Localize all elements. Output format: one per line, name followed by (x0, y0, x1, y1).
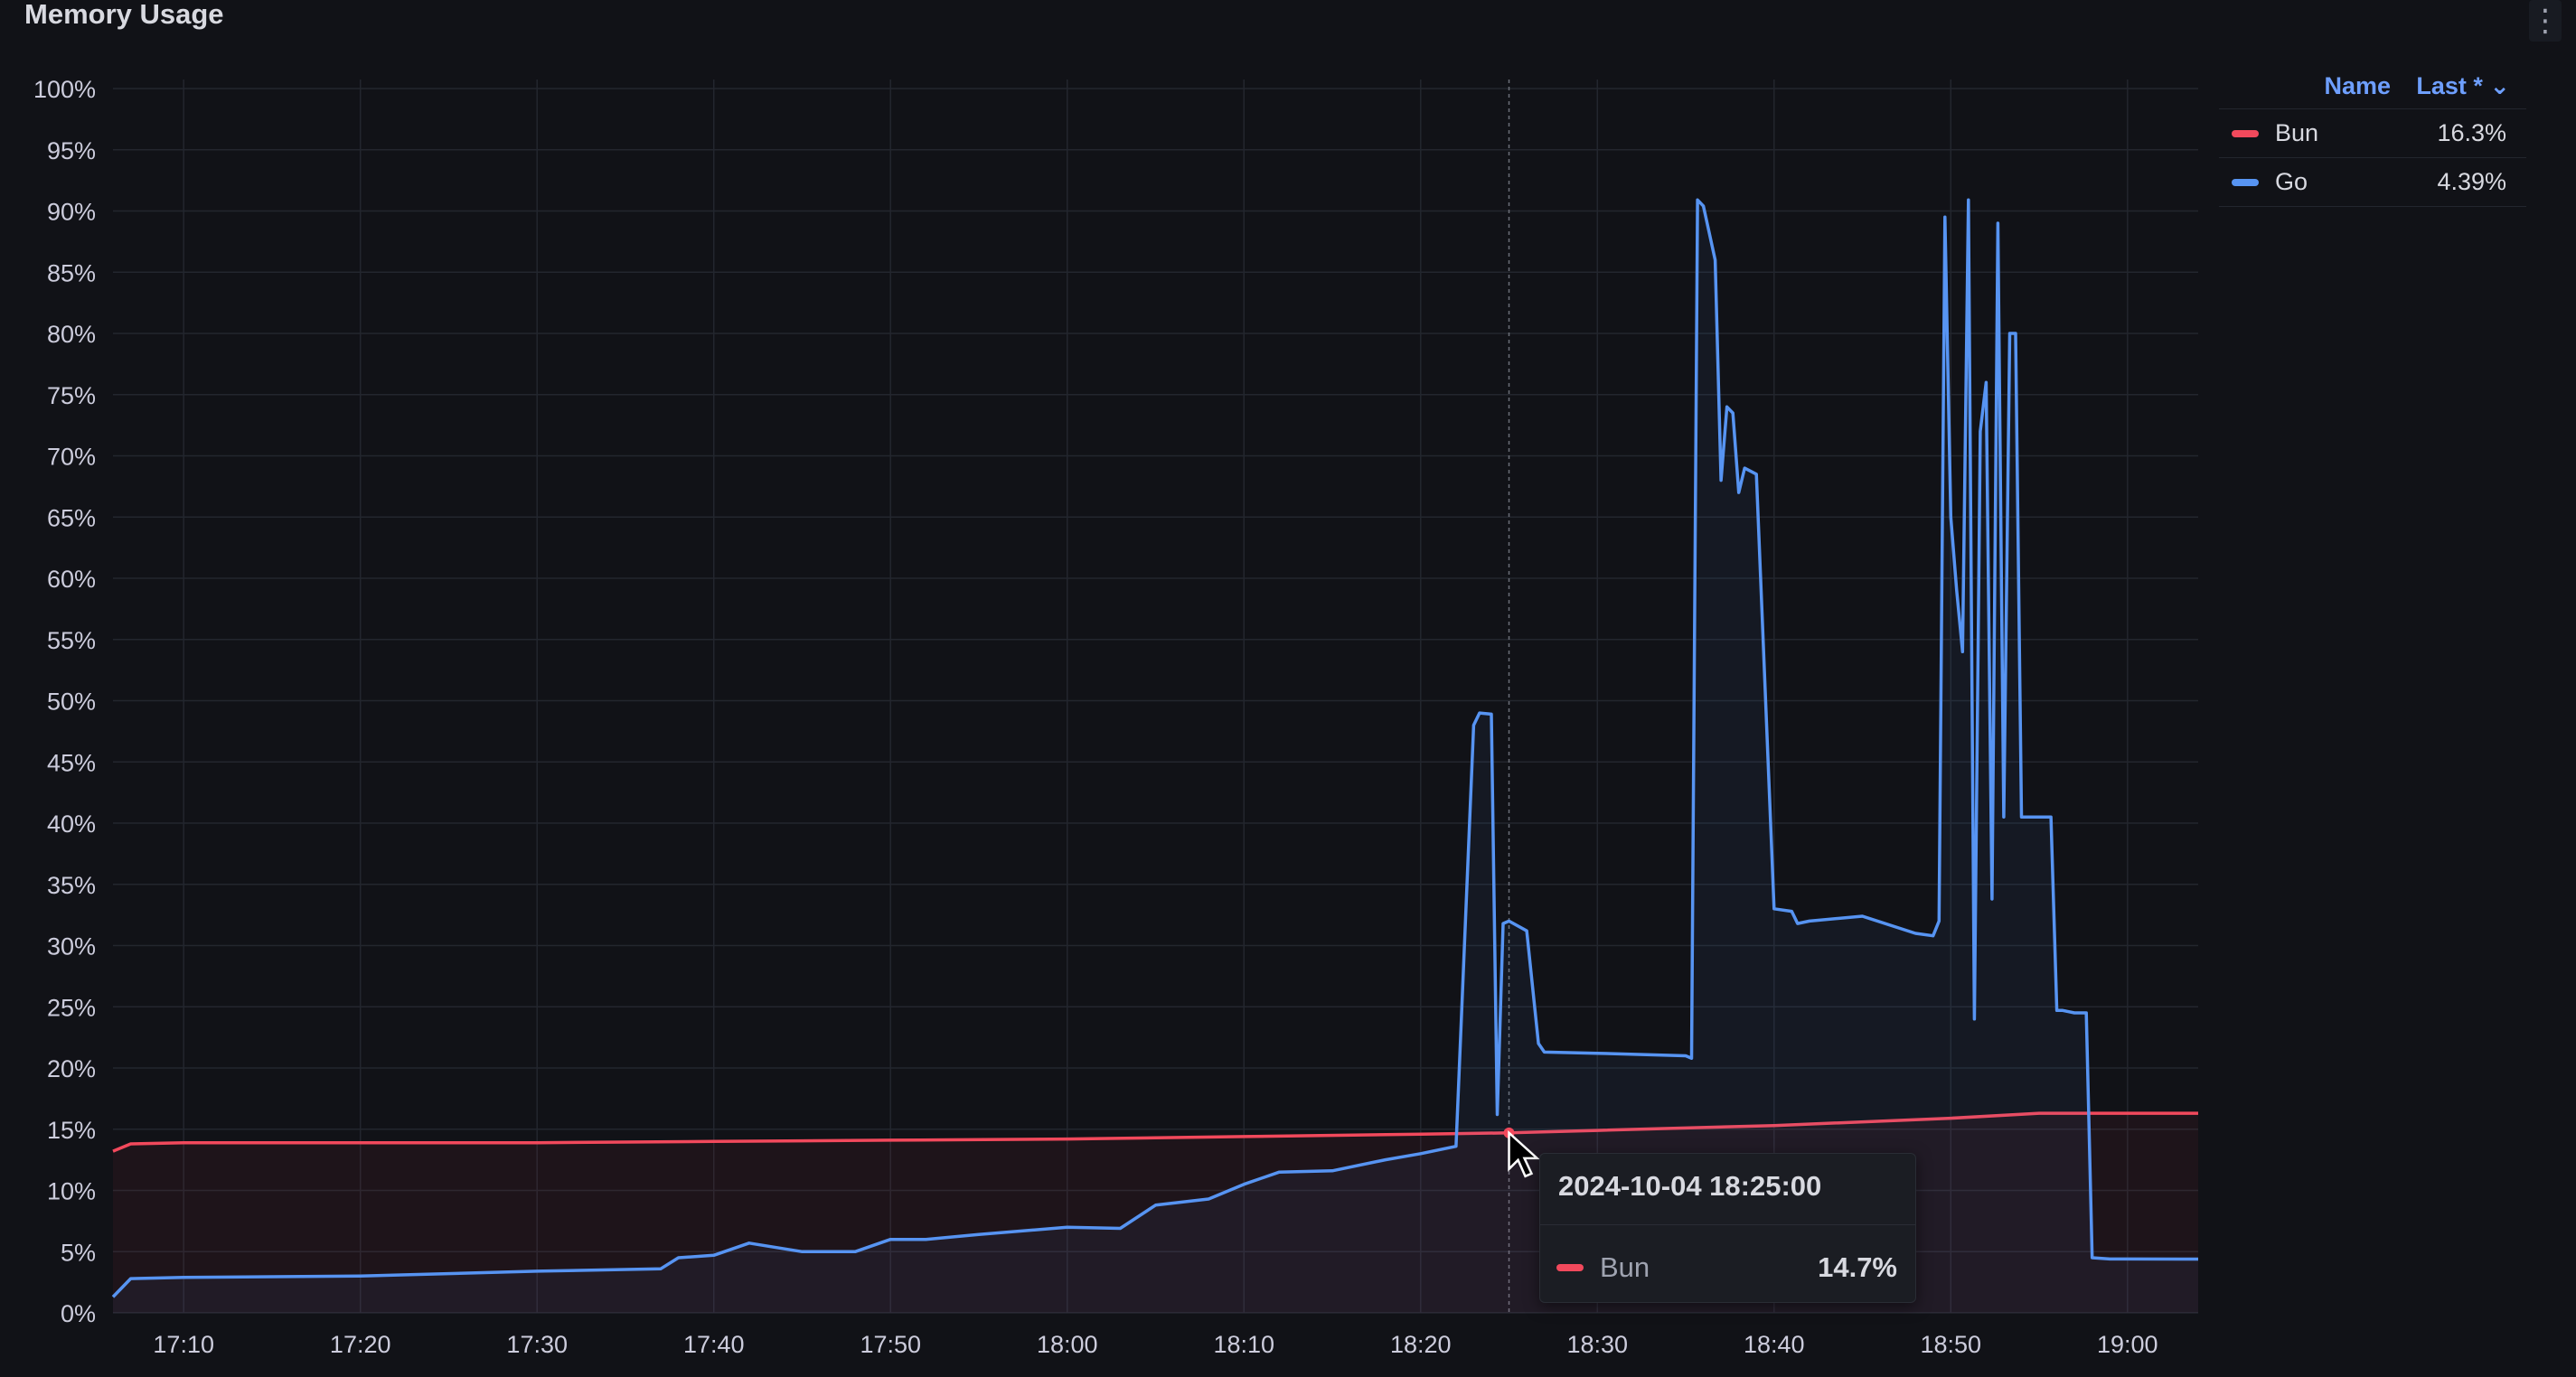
y-tick-label: 0% (61, 1300, 96, 1327)
y-tick-label: 60% (47, 566, 96, 593)
y-tick-label: 15% (47, 1117, 96, 1144)
y-tick-label: 25% (47, 994, 96, 1021)
legend-series-last-value: 16.3% (2437, 119, 2506, 146)
legend-row-bun[interactable]: Bun 16.3% (2219, 109, 2526, 158)
tooltip-divider (1540, 1224, 1915, 1225)
y-tick-label: 55% (47, 627, 96, 654)
legend-last-column-header-sort[interactable]: Last * ⌄ (2416, 71, 2510, 99)
x-tick-label: 18:20 (1390, 1331, 1452, 1358)
x-tick-label: 17:20 (330, 1331, 391, 1358)
legend-header: Name Last * ⌄ (2219, 63, 2526, 109)
x-tick-label: 17:10 (153, 1331, 214, 1358)
tooltip-timestamp: 2024-10-04 18:25:00 (1558, 1170, 1822, 1202)
legend-series-name: Bun (2275, 119, 2319, 146)
y-tick-label: 30% (47, 933, 96, 960)
y-tick-label: 85% (47, 259, 96, 286)
x-tick-label: 18:40 (1744, 1331, 1805, 1358)
panel-title: Memory Usage (24, 0, 224, 30)
x-tick-label: 19:00 (2097, 1331, 2158, 1358)
y-tick-label: 75% (47, 382, 96, 409)
y-tick-label: 35% (47, 872, 96, 899)
legend-series-name: Go (2275, 168, 2308, 195)
y-tick-label: 95% (47, 137, 96, 164)
y-tick-label: 40% (47, 810, 96, 838)
y-tick-label: 45% (47, 749, 96, 776)
y-tick-label: 50% (47, 688, 96, 716)
go-series-swatch (2232, 178, 2259, 186)
tooltip-series-value: 14.7% (1818, 1251, 1897, 1283)
mouse-cursor-icon (1508, 1129, 1540, 1178)
y-tick-label: 5% (61, 1239, 96, 1266)
legend-table: Name Last * ⌄ Bun 16.3% Go 4.39% (2219, 63, 2526, 207)
y-tick-label: 70% (47, 444, 96, 471)
x-tick-label: 18:10 (1213, 1331, 1274, 1358)
series-area-go (113, 200, 2198, 1313)
x-tick-label: 18:50 (1920, 1331, 1981, 1358)
series-line-go (111, 198, 2199, 1298)
y-tick-label: 100% (33, 76, 96, 103)
y-tick-label: 65% (47, 504, 96, 531)
x-tick-label: 17:30 (506, 1331, 568, 1358)
series-line-bun (112, 1111, 2198, 1153)
tooltip-series-row: Bun 14.7% (1556, 1250, 1897, 1286)
x-tick-label: 18:00 (1037, 1331, 1098, 1358)
legend-series-last-value: 4.39% (2437, 168, 2506, 195)
kebab-menu-icon[interactable]: ⋮ (2529, 0, 2562, 42)
legend-name-column-header[interactable]: Name (2324, 71, 2391, 99)
y-tick-label: 10% (47, 1178, 96, 1205)
legend-row-go[interactable]: Go 4.39% (2219, 158, 2526, 207)
y-tick-label: 20% (47, 1055, 96, 1082)
tooltip-series-swatch (1556, 1264, 1584, 1271)
y-tick-label: 80% (47, 321, 96, 348)
x-tick-label: 18:30 (1566, 1331, 1628, 1358)
tooltip-series-name: Bun (1600, 1251, 1650, 1283)
x-tick-label: 17:50 (860, 1331, 921, 1358)
x-tick-label: 17:40 (683, 1331, 745, 1358)
y-tick-label: 90% (47, 199, 96, 226)
hover-tooltip: 2024-10-04 18:25:00 Bun 14.7% (1539, 1153, 1916, 1303)
bun-series-swatch (2232, 129, 2259, 137)
